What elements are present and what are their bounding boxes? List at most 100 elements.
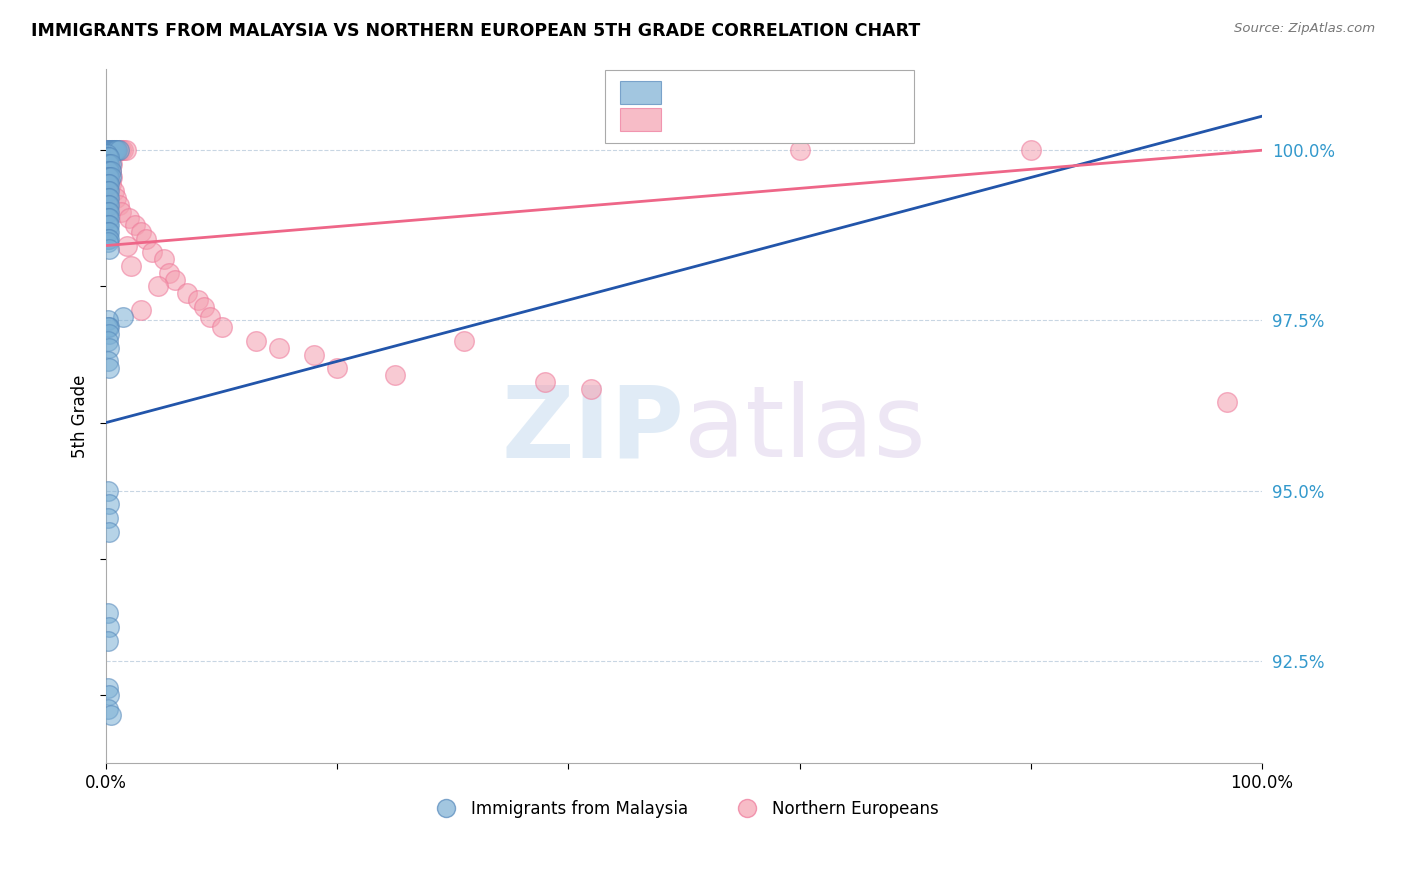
Point xyxy=(98,341,121,355)
Point xyxy=(789,143,811,157)
Point xyxy=(198,310,221,324)
Point xyxy=(97,320,120,334)
Point xyxy=(96,143,118,157)
Point xyxy=(97,701,120,715)
Point xyxy=(97,511,120,525)
Point xyxy=(100,170,122,185)
Point xyxy=(100,163,122,178)
Point xyxy=(101,143,124,157)
Text: N = 63: N = 63 xyxy=(801,84,865,102)
Y-axis label: 5th Grade: 5th Grade xyxy=(72,374,89,458)
Point xyxy=(97,232,120,246)
Point xyxy=(96,143,118,157)
Point xyxy=(97,191,120,205)
Text: R = 0.170: R = 0.170 xyxy=(668,84,758,102)
Point xyxy=(97,681,120,696)
Point xyxy=(112,143,135,157)
Point xyxy=(100,178,122,192)
Point xyxy=(97,235,120,249)
Point xyxy=(384,368,406,382)
Point xyxy=(97,163,120,178)
Point xyxy=(98,184,121,198)
Point xyxy=(107,198,129,212)
Point xyxy=(114,143,136,157)
Point xyxy=(107,143,129,157)
Point xyxy=(98,198,121,212)
Point xyxy=(97,607,120,621)
Point xyxy=(100,150,122,164)
Point xyxy=(124,218,146,232)
Text: R = 0.388: R = 0.388 xyxy=(668,111,758,128)
Point xyxy=(98,688,121,702)
Point xyxy=(97,163,120,178)
Point xyxy=(146,279,169,293)
Point xyxy=(110,143,132,157)
Point xyxy=(98,497,121,511)
Point xyxy=(107,143,129,157)
Point xyxy=(97,150,120,164)
Point xyxy=(104,143,127,157)
Point xyxy=(97,354,120,368)
Point xyxy=(269,341,291,355)
Point xyxy=(129,303,152,318)
Point xyxy=(105,143,128,157)
Point xyxy=(98,204,121,219)
Point xyxy=(98,143,121,157)
Point xyxy=(103,184,125,198)
Point xyxy=(97,143,120,157)
Point xyxy=(534,375,557,389)
Point xyxy=(96,146,118,161)
Point xyxy=(100,143,122,157)
Point xyxy=(97,198,120,212)
Point xyxy=(97,204,120,219)
Point xyxy=(97,225,120,239)
Point xyxy=(1216,395,1239,409)
Point xyxy=(97,313,120,327)
Point xyxy=(98,361,121,376)
Point xyxy=(98,320,121,334)
Point xyxy=(98,327,121,342)
Point xyxy=(105,191,128,205)
Point xyxy=(98,170,121,185)
Point xyxy=(98,218,121,232)
Point xyxy=(98,163,121,178)
Point xyxy=(105,143,128,157)
Point xyxy=(97,483,120,498)
Point xyxy=(110,204,132,219)
Point xyxy=(98,191,121,205)
Point xyxy=(135,232,157,246)
Point xyxy=(98,524,121,539)
Point xyxy=(211,320,233,334)
Point xyxy=(100,170,122,185)
Point xyxy=(98,225,121,239)
Point xyxy=(141,245,163,260)
Point xyxy=(245,334,267,348)
Point xyxy=(302,347,325,361)
Point xyxy=(97,633,120,648)
Point xyxy=(98,178,121,192)
Point xyxy=(98,211,121,226)
Point xyxy=(159,266,181,280)
Point xyxy=(97,218,120,232)
Point xyxy=(100,163,122,178)
Point xyxy=(176,286,198,301)
Point xyxy=(98,157,121,171)
Text: IMMIGRANTS FROM MALAYSIA VS NORTHERN EUROPEAN 5TH GRADE CORRELATION CHART: IMMIGRANTS FROM MALAYSIA VS NORTHERN EUR… xyxy=(31,22,920,40)
Point xyxy=(453,334,475,348)
Point xyxy=(98,620,121,634)
Point xyxy=(112,310,135,324)
Point xyxy=(120,259,142,273)
Point xyxy=(98,143,121,157)
Point xyxy=(100,157,122,171)
Point xyxy=(187,293,209,307)
Point xyxy=(97,150,120,164)
Point xyxy=(103,143,125,157)
Text: atlas: atlas xyxy=(683,381,925,478)
Point xyxy=(98,150,121,164)
Point xyxy=(98,170,121,185)
Point xyxy=(193,300,215,314)
Point xyxy=(100,143,122,157)
Point xyxy=(97,157,120,171)
Text: Source: ZipAtlas.com: Source: ZipAtlas.com xyxy=(1234,22,1375,36)
Point xyxy=(581,382,603,396)
